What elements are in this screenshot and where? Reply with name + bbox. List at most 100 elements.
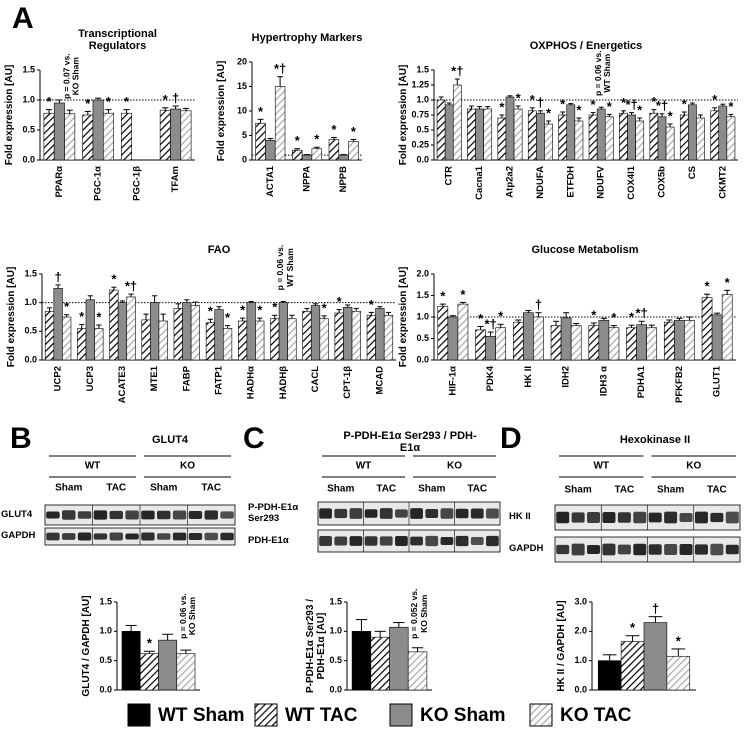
bar xyxy=(351,631,372,691)
p-value-note: p = 0.06 vs. KO Sham xyxy=(177,593,197,639)
bar xyxy=(77,328,87,361)
y-tick-label: 0.5 xyxy=(329,655,342,665)
bar xyxy=(43,112,55,161)
significance-mark: * xyxy=(322,300,328,315)
blot-band xyxy=(46,532,60,541)
significance-mark: * xyxy=(240,303,246,318)
blot-title: Hexokinase II xyxy=(619,433,691,446)
y-tick-label: 0.0 xyxy=(574,684,587,694)
y-axis-label-box: P-PDH-E1α Ser293 / PDH-E1α [AU] xyxy=(305,599,327,693)
bar xyxy=(635,120,645,161)
blot-band xyxy=(679,543,693,556)
significance-mark: † xyxy=(172,90,179,105)
bar xyxy=(82,114,94,161)
bar xyxy=(94,328,104,361)
blot-row-label-box: GLUT4 xyxy=(1,509,32,519)
bar xyxy=(646,327,658,361)
significance-mark: *† xyxy=(625,97,637,112)
bar xyxy=(452,84,462,161)
x-tick-label: HK II xyxy=(523,366,534,388)
blot-band xyxy=(556,511,570,524)
blot-title-box: P-PDH-E1α Ser293 / PDH-E1α xyxy=(343,430,476,454)
bar xyxy=(109,289,119,361)
y-tick-label: 2.0 xyxy=(416,268,429,278)
y-tick-label: 3.0 xyxy=(574,596,587,606)
bar xyxy=(44,310,55,361)
bar xyxy=(523,312,534,361)
bar xyxy=(150,302,160,361)
blot-band xyxy=(633,543,647,556)
bar xyxy=(348,141,359,161)
blot-band xyxy=(349,536,363,546)
x-tick-label: UCP3 xyxy=(85,366,96,391)
condition-label: Sham xyxy=(657,485,684,496)
x-tick-label: ACTA1 xyxy=(265,165,276,197)
x-tick-label: PDHA1 xyxy=(636,365,647,398)
y-tick-label: 0.25 xyxy=(411,139,429,149)
bar xyxy=(718,105,728,161)
significance-mark: * xyxy=(225,310,231,325)
p-value-note-box: p = 0.06 vs. KO Sham xyxy=(177,593,197,639)
legend-label: KO Sham xyxy=(420,705,506,726)
significance-mark: *† xyxy=(274,61,286,76)
y-tick-label: 2.0 xyxy=(574,626,587,636)
bar xyxy=(558,114,568,161)
y-tick-label: 1.0 xyxy=(416,311,429,321)
bar xyxy=(726,116,736,161)
blot-band xyxy=(470,508,484,519)
x-tick-label: PFKFB2 xyxy=(674,366,685,403)
significance-mark: *† xyxy=(656,98,668,113)
bar xyxy=(512,321,524,361)
bar xyxy=(370,636,390,691)
y-tick-label: 0.5 xyxy=(99,655,112,665)
significance-mark: * xyxy=(331,122,337,137)
blot-band xyxy=(679,512,693,523)
blot-band xyxy=(602,543,616,556)
bar xyxy=(334,312,344,361)
y-axis-label-box: Fold expression [AU] xyxy=(216,61,227,162)
significance-mark: * xyxy=(478,311,484,326)
x-tick-label: PPARα xyxy=(54,166,65,198)
legend-label: KO TAC xyxy=(560,705,632,726)
bar xyxy=(126,296,136,361)
blot-row-label: P-PDH-E1α Ser293 xyxy=(248,502,299,524)
blot-band xyxy=(410,508,423,519)
chart-title-box: Hypertrophy Markers xyxy=(252,32,363,44)
bar xyxy=(292,149,303,161)
p-value-note: p = 0.06 vs. WT Sham xyxy=(592,50,613,97)
significance-mark: * xyxy=(705,279,711,294)
legend-swatch xyxy=(389,703,413,727)
y-axis-label: Fold expression [AU] xyxy=(397,266,409,368)
y-tick-label: 0.5 xyxy=(416,124,429,134)
significance-mark: * xyxy=(79,309,85,324)
blot-band xyxy=(141,532,155,541)
bar xyxy=(721,294,733,361)
bar xyxy=(351,310,361,361)
p-value-note-box: p = 0.06 vs. WT Sham xyxy=(592,50,613,97)
blot-band xyxy=(617,512,631,523)
condition-label: Sham xyxy=(150,483,177,494)
blot-band xyxy=(93,533,108,540)
bar xyxy=(274,86,286,161)
blot-band xyxy=(587,544,601,555)
bar xyxy=(533,316,544,361)
y-axis-label-box: GLUT4 / GAPDH [AU] xyxy=(81,595,92,696)
significance-mark: † xyxy=(54,269,61,284)
significance-mark: * xyxy=(337,294,343,309)
bar xyxy=(328,139,340,161)
bar xyxy=(588,114,598,161)
bar xyxy=(447,316,459,361)
blot-row-label: PDH-E1α xyxy=(248,534,289,546)
blot-band xyxy=(486,535,499,547)
blot-band xyxy=(157,533,171,540)
bar xyxy=(701,297,713,361)
y-tick-label: 0.0 xyxy=(24,354,37,364)
chart-title-box: Glucose Metabolism xyxy=(531,243,639,256)
significance-mark: * xyxy=(516,90,522,105)
legend-swatch xyxy=(254,703,278,727)
blot-band xyxy=(334,508,348,519)
blot-band xyxy=(410,536,423,546)
bar xyxy=(475,329,486,361)
chart-title: Glucose Metabolism xyxy=(531,243,639,256)
bar xyxy=(278,302,288,361)
